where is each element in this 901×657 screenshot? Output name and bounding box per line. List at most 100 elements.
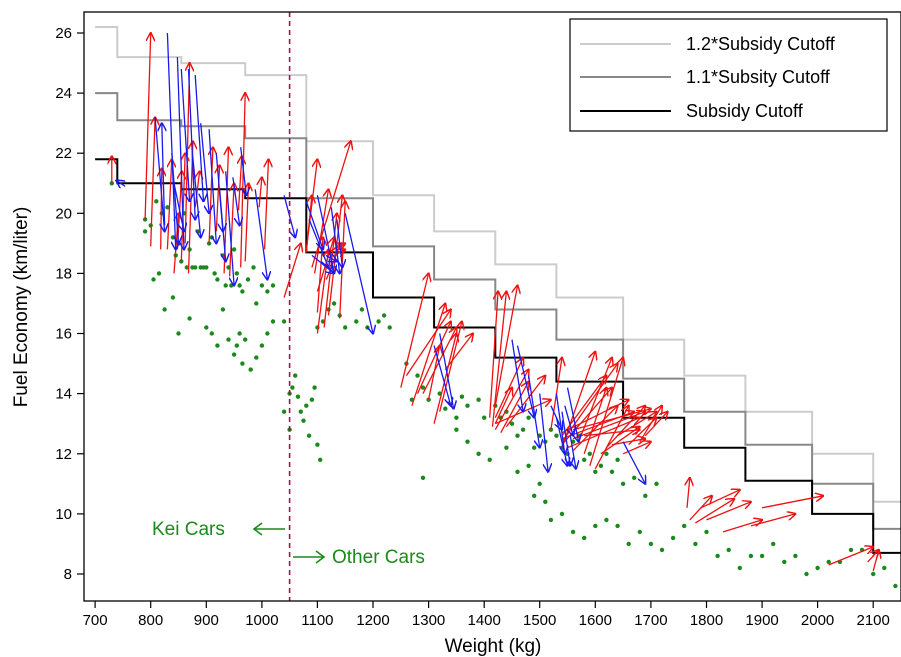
- x-tick-label: 1600: [579, 612, 612, 629]
- data-dot: [193, 265, 198, 270]
- data-dot: [312, 385, 317, 390]
- data-dot: [737, 565, 742, 571]
- step-line-0: [95, 26, 901, 503]
- data-dot: [251, 265, 256, 270]
- arrow-decrease: [240, 147, 247, 195]
- data-dot: [526, 463, 531, 468]
- data-dot: [245, 277, 251, 282]
- x-tick-label: 1900: [745, 612, 778, 629]
- data-dot: [620, 481, 626, 486]
- arrow-increase: [144, 33, 151, 220]
- arrow-increase: [611, 439, 645, 446]
- data-dot: [443, 406, 448, 411]
- arrow-increase: [572, 412, 645, 440]
- y-tick-label: 18: [55, 265, 72, 282]
- y-tick-label: 16: [55, 326, 72, 343]
- arrow-increase: [639, 406, 662, 443]
- data-dot: [290, 385, 295, 390]
- arrow-increase: [400, 273, 429, 388]
- arrow-decrease: [171, 153, 179, 243]
- data-dot: [543, 499, 548, 504]
- arrow-increase: [828, 547, 874, 566]
- data-dot: [520, 427, 526, 432]
- data-dot: [154, 199, 159, 204]
- data-dot: [142, 229, 148, 234]
- arrow-decrease: [539, 393, 548, 472]
- data-dot: [293, 373, 298, 378]
- arrow-increase: [761, 496, 823, 509]
- data-dot: [304, 403, 309, 408]
- legend-label-subsidy-cutoff: Subsidy Cutoff: [686, 101, 804, 121]
- data-dot: [231, 247, 237, 252]
- arrow-increase: [561, 376, 606, 437]
- data-dot: [515, 433, 520, 438]
- arrow-decrease: [305, 201, 323, 249]
- arrow-increase: [433, 334, 456, 424]
- data-dot: [204, 325, 209, 330]
- data-dot: [301, 418, 306, 423]
- x-tick-label: 2000: [801, 612, 834, 629]
- arrow-increase: [589, 358, 623, 466]
- arrow-decrease: [173, 183, 184, 231]
- arrow-increase: [600, 427, 640, 455]
- x-tick-label: 1700: [634, 612, 667, 629]
- arrow-decrease: [566, 387, 579, 442]
- arrow-decrease: [187, 69, 196, 219]
- data-dot: [229, 283, 234, 288]
- kei-annotation: Kei Cars: [152, 519, 285, 540]
- data-dot: [209, 235, 214, 240]
- data-dot: [615, 523, 620, 529]
- x-tick-label: 1100: [301, 612, 333, 629]
- data-dot: [454, 415, 459, 420]
- x-tick-label: 900: [194, 612, 219, 629]
- arrow-increase: [239, 156, 242, 211]
- x-tick-label: 1000: [245, 612, 278, 629]
- data-dot: [148, 223, 153, 228]
- data-dot: [704, 529, 709, 535]
- arrow-decrease: [569, 435, 576, 469]
- data-dot: [465, 439, 470, 444]
- arrow-decrease: [162, 123, 165, 226]
- data-dot: [504, 445, 509, 450]
- arrow-increase: [689, 496, 712, 521]
- arrow-decrease: [433, 345, 451, 406]
- arrow-increase: [687, 478, 690, 508]
- data-dot: [240, 361, 245, 366]
- data-dot: [548, 517, 554, 523]
- data-dot: [420, 475, 426, 480]
- data-dot: [240, 289, 245, 294]
- data-dot: [215, 343, 220, 348]
- arrow-increase: [305, 159, 317, 250]
- other-right-arrowhead: [315, 550, 326, 564]
- arrow-decrease: [194, 75, 203, 201]
- data-dot: [259, 343, 265, 348]
- arrow-increase: [195, 171, 199, 208]
- data-dot: [387, 325, 392, 330]
- arrow-increase: [644, 412, 667, 437]
- data-dot: [882, 565, 887, 571]
- arrow-increase: [494, 388, 512, 424]
- data-dot: [237, 331, 242, 336]
- data-dot: [270, 283, 276, 288]
- arrow-decrease: [516, 345, 535, 418]
- data-dot: [209, 331, 214, 336]
- arrow-decrease: [176, 57, 184, 249]
- arrow-increase: [259, 177, 262, 208]
- data-dot: [165, 205, 170, 210]
- arrow-increase: [166, 159, 171, 250]
- data-dot: [259, 283, 265, 288]
- data-dot: [476, 451, 481, 456]
- data-dot: [593, 469, 598, 474]
- data-dot: [537, 481, 542, 486]
- data-dot: [420, 385, 426, 390]
- data-dot: [223, 283, 228, 288]
- x-tick-label: 1800: [690, 612, 723, 629]
- arrow-decrease: [511, 339, 523, 412]
- arrow-increase: [706, 502, 751, 521]
- data-dot: [615, 457, 620, 462]
- data-dot: [254, 355, 259, 360]
- arrow-decrease: [191, 153, 200, 237]
- x-axis: 700 800 900 1000 1100 1200 1300 1400 1500 1600 170…: [83, 601, 890, 629]
- y-tick-label: 20: [55, 205, 72, 222]
- data-dot: [515, 469, 520, 474]
